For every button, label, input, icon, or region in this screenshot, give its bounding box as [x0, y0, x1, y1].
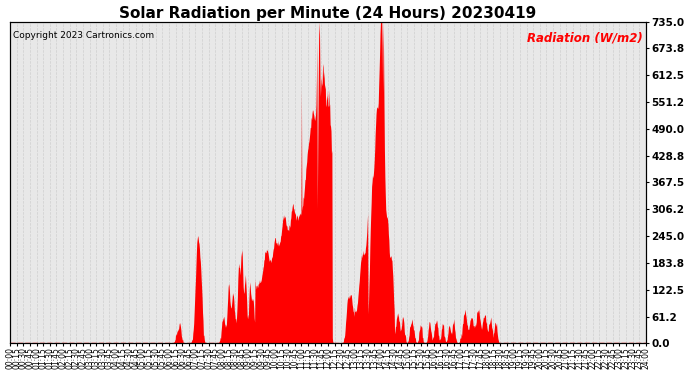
- Text: Copyright 2023 Cartronics.com: Copyright 2023 Cartronics.com: [13, 32, 155, 40]
- Title: Solar Radiation per Minute (24 Hours) 20230419: Solar Radiation per Minute (24 Hours) 20…: [119, 6, 537, 21]
- Text: Radiation (W/m2): Radiation (W/m2): [527, 32, 642, 44]
